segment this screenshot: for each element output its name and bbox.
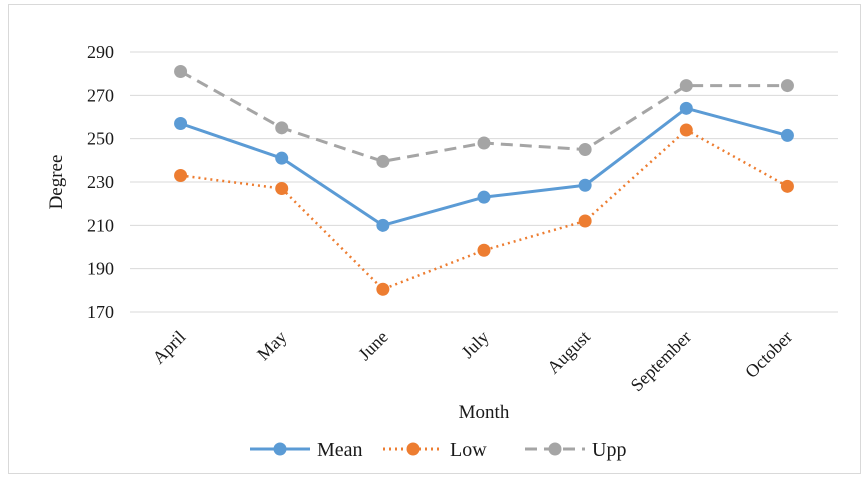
gridlines	[130, 51, 838, 313]
x-tick-label: May	[253, 327, 290, 364]
series-lines	[174, 65, 794, 296]
legend-label: Upp	[592, 439, 626, 461]
y-tick-label: 190	[87, 259, 114, 279]
x-tick-label: June	[354, 327, 391, 364]
legend-item-low: Low	[383, 439, 487, 461]
data-point-upp	[780, 79, 794, 93]
data-point-low	[780, 179, 794, 193]
y-tick-label: 250	[87, 129, 114, 149]
data-point-low	[174, 169, 188, 182]
x-tick-label: April	[148, 327, 189, 368]
x-tick-label: September	[627, 327, 696, 396]
data-point-upp	[174, 65, 188, 78]
legend-item-mean: Mean	[250, 439, 363, 461]
x-axis-ticks: April May June July August September October	[148, 327, 796, 396]
data-point-upp	[275, 121, 289, 135]
legend: Mean Low Upp	[250, 439, 626, 461]
y-axis-title: Degree	[46, 155, 67, 210]
series-mean	[174, 101, 794, 232]
data-point-mean	[578, 178, 592, 192]
y-tick-label: 270	[87, 85, 114, 105]
data-point-low	[578, 214, 592, 228]
x-tick-label: August	[543, 327, 594, 378]
data-point-upp	[376, 154, 390, 168]
data-point-mean	[275, 151, 289, 165]
y-tick-label: 210	[87, 215, 114, 235]
legend-swatch-marker	[273, 442, 287, 456]
x-tick-label: July	[457, 327, 492, 362]
data-point-low	[477, 243, 491, 257]
legend-label: Mean	[317, 439, 363, 461]
data-point-mean	[780, 128, 794, 142]
series-upp	[174, 65, 794, 168]
data-point-mean	[477, 190, 491, 204]
chart-frame	[8, 4, 861, 474]
data-point-low	[376, 282, 390, 296]
legend-item-upp: Upp	[525, 439, 626, 461]
y-axis-ticks: 170 190 210 230 250 270 290	[87, 42, 114, 322]
legend-swatch-marker	[406, 442, 420, 456]
y-tick-label: 170	[87, 302, 114, 322]
legend-label: Low	[450, 439, 487, 461]
x-tick-label: October	[741, 327, 796, 382]
data-point-mean	[679, 101, 693, 115]
legend-swatch-marker	[548, 442, 562, 456]
series-low	[174, 123, 794, 296]
x-axis-title: Month	[459, 402, 510, 423]
data-point-mean	[376, 218, 390, 232]
data-point-low	[679, 123, 693, 137]
data-point-low	[275, 182, 289, 195]
y-tick-label: 230	[87, 172, 114, 192]
data-point-upp	[477, 136, 491, 150]
data-point-mean	[174, 117, 188, 130]
data-point-upp	[679, 79, 693, 93]
series-line-mean	[180, 106, 788, 227]
data-point-upp	[578, 143, 592, 156]
y-tick-label: 290	[87, 42, 114, 62]
